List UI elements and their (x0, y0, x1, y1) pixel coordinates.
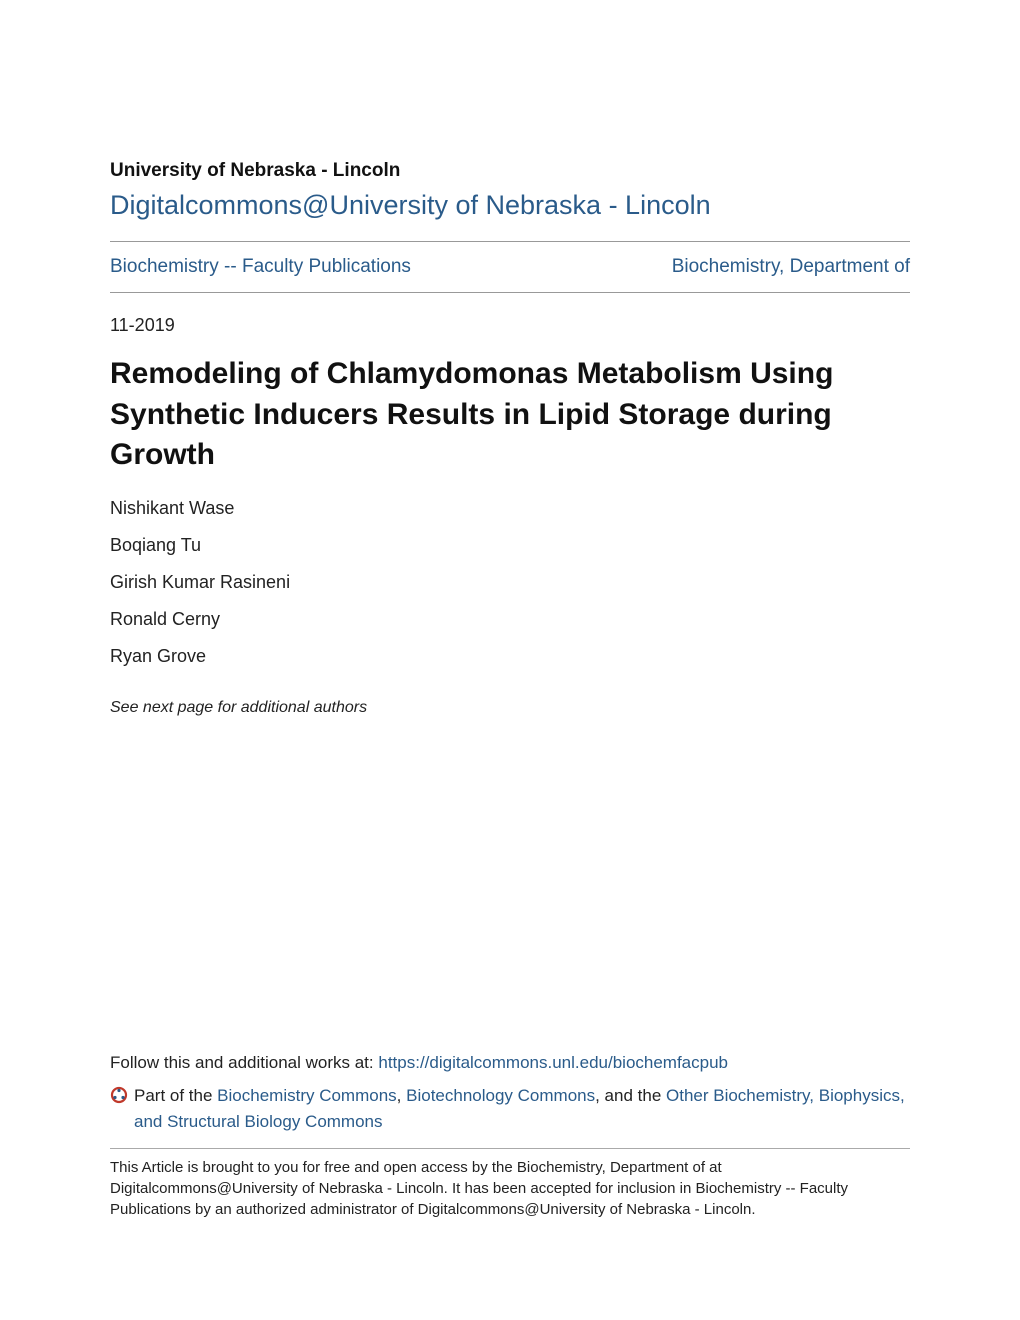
collection-link[interactable]: Biochemistry -- Faculty Publications (110, 256, 411, 278)
footer-divider (110, 1148, 910, 1149)
author-name: Nishikant Wase (110, 498, 910, 519)
see-next-page-note: See next page for additional authors (110, 699, 910, 717)
publication-date: 11-2019 (110, 315, 910, 336)
author-name: Ronald Cerny (110, 609, 910, 630)
divider-bottom (110, 292, 910, 293)
page-header: University of Nebraska - Lincoln Digital… (110, 160, 910, 221)
separator: , and the (595, 1086, 666, 1105)
university-name: University of Nebraska - Lincoln (110, 160, 910, 182)
author-name: Ryan Grove (110, 646, 910, 667)
article-title: Remodeling of Chlamydomonas Metabolism U… (110, 354, 910, 476)
part-of-text: Part of the Biochemistry Commons, Biotec… (134, 1083, 910, 1134)
author-name: Boqiang Tu (110, 535, 910, 556)
page-footer: Follow this and additional works at: htt… (110, 1053, 910, 1220)
department-link[interactable]: Biochemistry, Department of (672, 256, 910, 278)
access-disclaimer: This Article is brought to you for free … (110, 1157, 910, 1220)
author-name: Girish Kumar Rasineni (110, 572, 910, 593)
breadcrumb-nav: Biochemistry -- Faculty Publications Bio… (110, 242, 910, 292)
commons-network-icon (110, 1086, 128, 1104)
commons-link-1[interactable]: Biochemistry Commons (217, 1086, 397, 1105)
authors-list: Nishikant Wase Boqiang Tu Girish Kumar R… (110, 498, 910, 667)
follow-url-link[interactable]: https://digitalcommons.unl.edu/biochemfa… (378, 1053, 728, 1072)
commons-link-2[interactable]: Biotechnology Commons (406, 1086, 595, 1105)
separator: , (397, 1086, 406, 1105)
part-of-line: Part of the Biochemistry Commons, Biotec… (110, 1083, 910, 1134)
follow-prefix: Follow this and additional works at: (110, 1053, 378, 1072)
part-prefix: Part of the (134, 1086, 217, 1105)
follow-works-line: Follow this and additional works at: htt… (110, 1053, 910, 1073)
repository-link[interactable]: Digitalcommons@University of Nebraska - … (110, 190, 910, 221)
